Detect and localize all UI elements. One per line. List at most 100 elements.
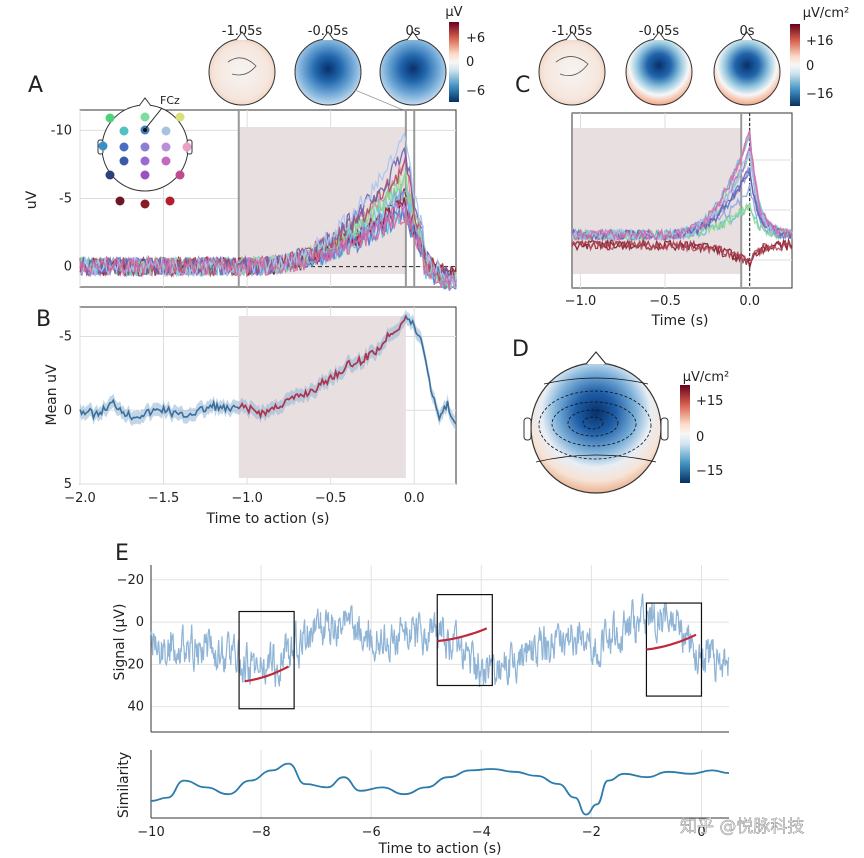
- panel-c-shaded-window: [572, 128, 742, 274]
- panel-e-similarity-x-ticks: −10 −8 −6 −4 −2 0: [137, 825, 705, 840]
- colorbar-c-tick-bot: −16: [806, 87, 833, 102]
- electrode-montage: FCz: [97, 94, 193, 209]
- colorbar-c-unit: µV/cm²: [803, 6, 850, 21]
- panel-e-similarity-xtick-label: −6: [362, 825, 381, 840]
- panel-letter-b: B: [36, 307, 51, 332]
- electrode-dot: [119, 142, 129, 152]
- electrode-dot: [182, 142, 192, 152]
- electrode-label-fcz: FCz: [160, 94, 180, 107]
- electrode-dot: [115, 196, 125, 206]
- panel-c-trace: [571, 239, 793, 265]
- panel-e-similarity-grid: [150, 750, 702, 818]
- electrode-dot: [105, 170, 115, 180]
- panel-e-similarity-xtick-label: −8: [252, 825, 271, 840]
- colorbar-d-tick-mid: 0: [696, 430, 704, 445]
- panel-b-xtick-label: −1.0: [231, 491, 263, 506]
- panel-a-ytick-label: -10: [51, 123, 72, 138]
- panel-a-y-ticks: -10 -5 0: [51, 123, 72, 274]
- panel-e-fit-line: [244, 665, 290, 683]
- panel-b-error-band: [80, 309, 456, 431]
- panel-e-signal: [150, 593, 730, 688]
- panel-c-xtick-label: 0.0: [739, 294, 760, 309]
- topomap-a-1: [208, 31, 276, 106]
- colorbar-a-tick-mid: 0: [466, 55, 474, 70]
- colorbar-d-tick-bot: −15: [696, 464, 723, 479]
- panel-a-trace: [79, 146, 457, 287]
- panel-e-similarity-xtick-label: −10: [137, 825, 164, 840]
- panel-b-plot: -5 0 5 −2.0 −1.5 −1.0 −0.5 0.0 Mean uV Time to…: [44, 306, 457, 527]
- panel-letter-e: E: [115, 541, 129, 566]
- panel-b-xlabel: Time to action (s): [206, 511, 330, 527]
- panel-e-similarity-xtick-label: −4: [472, 825, 491, 840]
- panel-a-trace: [79, 208, 457, 291]
- electrode-dot: [165, 196, 175, 206]
- electrode-dot: [119, 156, 129, 166]
- topomap-a-3: [379, 31, 447, 106]
- panel-b-x-ticks: −2.0 −1.5 −1.0 −0.5 0.0: [64, 491, 424, 506]
- panel-e-box: [238, 610, 295, 710]
- panel-e-ytick-label: 20: [127, 657, 144, 672]
- panel-b-xtick-label: −0.5: [315, 491, 347, 506]
- electrode-dot-fcz: [143, 128, 147, 132]
- panel-e-fit-line: [437, 627, 488, 643]
- panel-a-plot: -10 -5 0 uV FCz: [24, 94, 457, 292]
- electrode-dot: [119, 126, 129, 136]
- electrode-dot: [140, 142, 150, 152]
- topomap-c-1: [538, 31, 606, 106]
- electrode-dot: [105, 113, 115, 123]
- panel-e-y-ticks: −20 0 20 40: [117, 573, 144, 715]
- panel-a-traces: [79, 132, 457, 292]
- colorbar-c-tick-mid: 0: [806, 59, 814, 74]
- panel-e-similarity-xtick-label: −2: [582, 825, 601, 840]
- topomap-c-2: [625, 31, 693, 106]
- panel-e-similarity-xlabel: Time to action (s): [378, 841, 502, 857]
- colorbar-c: [790, 24, 800, 106]
- panel-c-topomaps: -1.05s -0.05s 0s µV/cm² +16 0 −16: [538, 6, 850, 106]
- panel-b-ylabel: Mean uV: [44, 364, 60, 425]
- colorbar-d-unit: µV/cm²: [683, 370, 730, 385]
- colorbar-a-unit: µV: [445, 5, 462, 20]
- panel-b-ytick-label: 5: [64, 477, 72, 492]
- colorbar-a-tick-bot: −6: [466, 84, 485, 99]
- topomap-a-2: [294, 31, 362, 106]
- panel-a-ytick-label: 0: [64, 260, 72, 275]
- panel-c-xtick-label: −0.5: [649, 294, 681, 309]
- panel-e-fits: [244, 627, 697, 683]
- colorbar-d-tick-top: +15: [696, 394, 723, 409]
- electrode-dot: [175, 170, 185, 180]
- panel-e-similarity-ylabel: Similarity: [116, 752, 132, 818]
- colorbar-a-tick-top: +6: [466, 31, 485, 46]
- panel-e-ylabel: Signal (µV): [112, 604, 128, 681]
- colorbar-c-tick-top: +16: [806, 34, 833, 49]
- panel-letter-d: D: [512, 337, 529, 362]
- panel-c-xlabel: Time (s): [651, 313, 709, 329]
- panel-e-ytick-label: 0: [136, 615, 144, 630]
- panel-b-xtick-label: −1.5: [148, 491, 180, 506]
- panel-b-y-ticks: -5 0 5: [59, 330, 72, 493]
- panel-e-similarity-line: [150, 762, 730, 816]
- panel-d-topomap: µV/cm² +15 0 −15: [523, 351, 730, 494]
- panel-a-topomaps: -1.05s -0.05s 0s µV +6 0 −6: [208, 5, 485, 113]
- electrode-dot: [175, 112, 185, 122]
- panel-a-ylabel: uV: [24, 190, 40, 209]
- panel-e-ytick-label: −20: [117, 573, 144, 588]
- panel-e-fit-line: [646, 633, 697, 651]
- panel-c-xtick-label: −1.0: [565, 294, 597, 309]
- electrode-dot: [161, 156, 171, 166]
- panel-e-similarity: −10 −8 −6 −4 −2 0 Similarity Time to action (…: [116, 750, 730, 857]
- panel-letter-a: A: [28, 73, 43, 98]
- panel-b-xtick-label: −2.0: [64, 491, 96, 506]
- electrode-dot: [140, 156, 150, 166]
- panel-c-x-ticks: −1.0 −0.5 0.0: [565, 294, 760, 309]
- panel-letter-c: C: [515, 73, 530, 98]
- watermark: 知乎 @悦脉科技: [680, 817, 804, 837]
- electrode-dot: [140, 199, 150, 209]
- panel-e-similarity-xtick-label: 0: [697, 825, 705, 840]
- panel-c-traces: [571, 129, 793, 268]
- electrode-dot: [140, 112, 150, 122]
- panel-e-ytick-label: 40: [127, 700, 144, 715]
- panel-b-mean-line-window: [238, 315, 407, 420]
- panel-c-trace: [571, 129, 793, 242]
- panel-b-shaded-window: [238, 316, 406, 478]
